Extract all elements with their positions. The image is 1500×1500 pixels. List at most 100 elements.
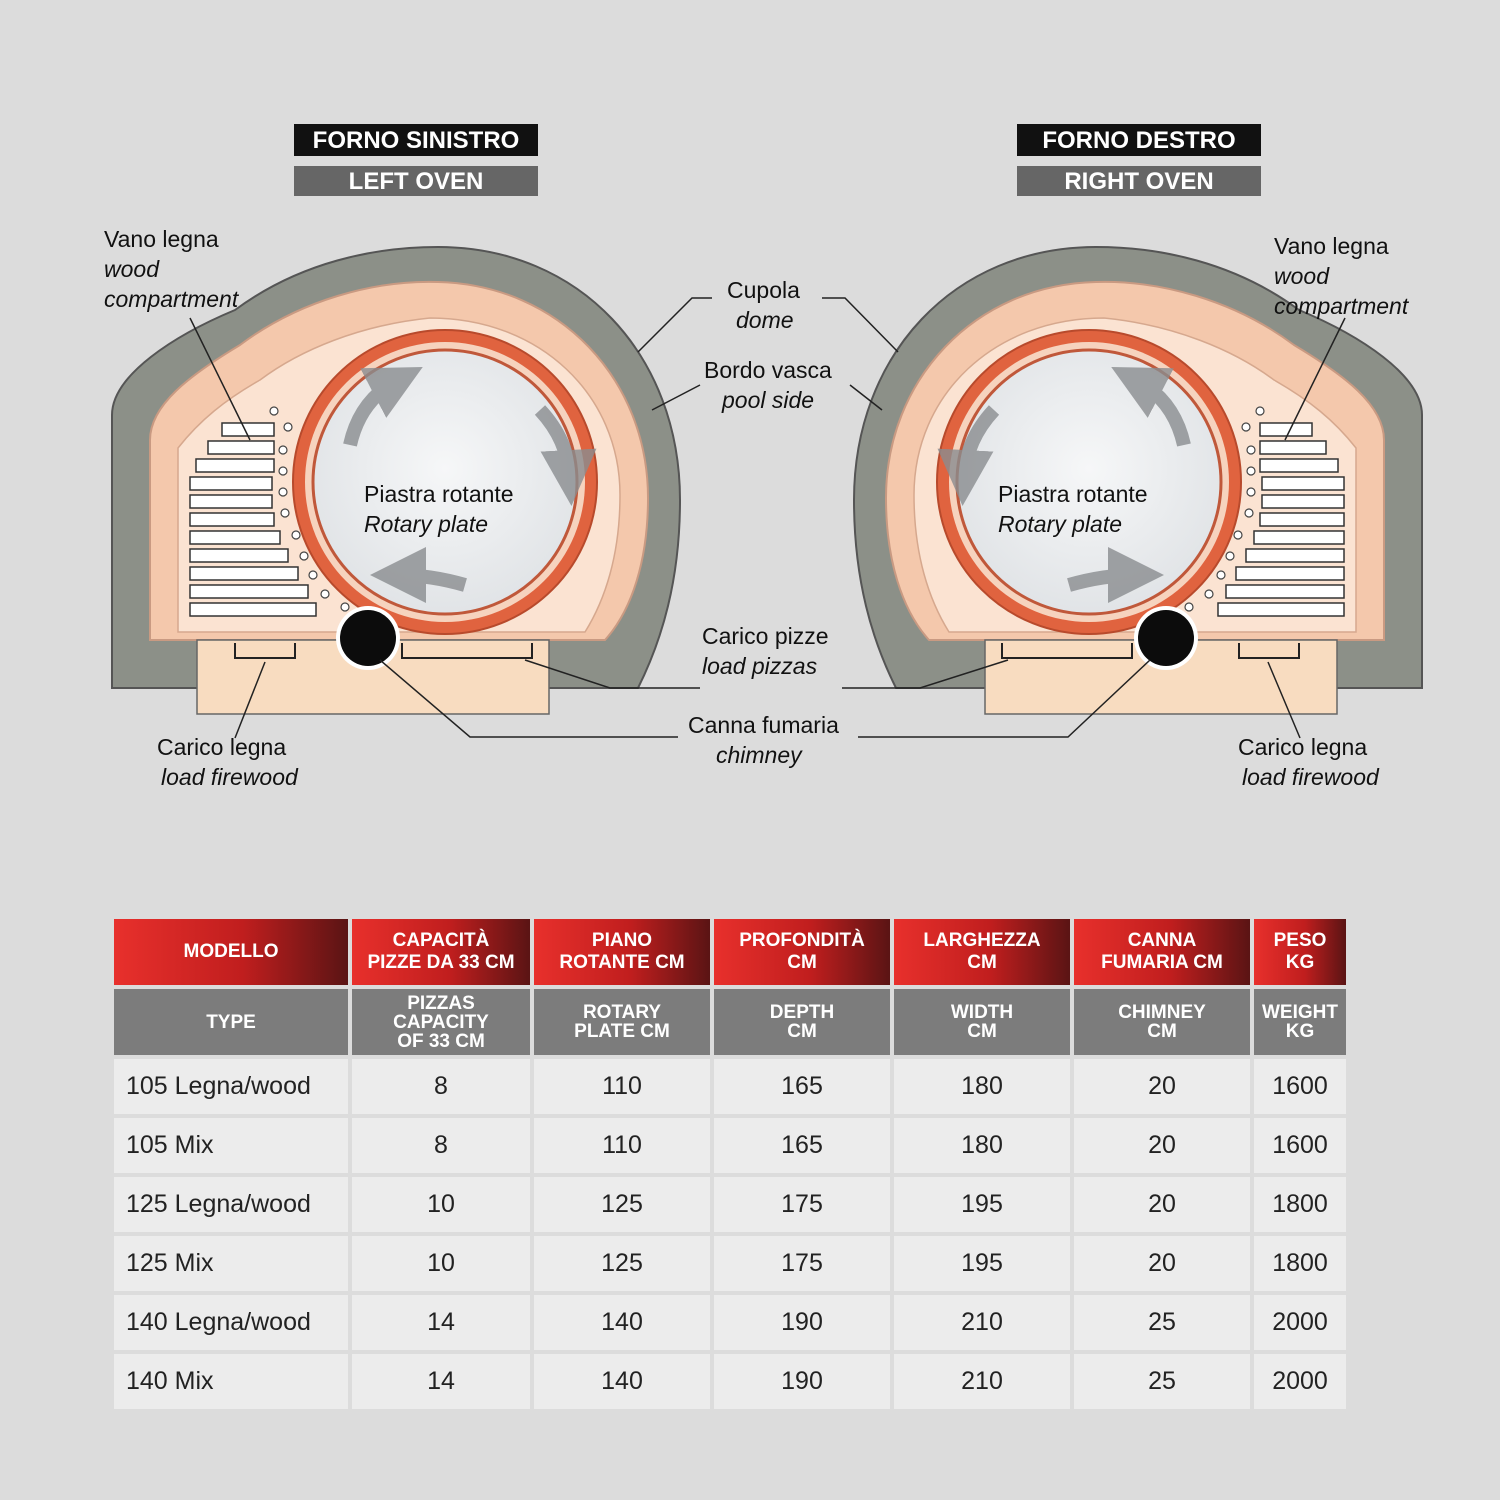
en-header-cell: CHIMNEY CM <box>1074 989 1250 1055</box>
left-oven-title-en: LEFT OVEN <box>294 166 538 196</box>
leader-lines <box>189 297 1346 739</box>
header-line: PROFONDITÀ <box>739 930 865 951</box>
table-cell: 110 <box>534 1059 710 1114</box>
label-text-en: dome <box>736 307 794 333</box>
header-line: PIZZE DA 33 CM <box>367 952 515 973</box>
label-text: Carico legna <box>157 734 287 760</box>
label-wood-compartment-right: Vano legna wood compartment <box>1274 231 1408 321</box>
it-header-cell: PROFONDITÀ CM <box>714 919 890 985</box>
it-header-cell: CAPACITÀ PIZZE DA 33 CM <box>352 919 530 985</box>
en-header-cell: DEPTH CM <box>714 989 890 1055</box>
label-text-en: compartment <box>1274 293 1409 319</box>
table-cell: 1600 <box>1254 1118 1346 1173</box>
it-header-cell: PIANO ROTANTE CM <box>534 919 710 985</box>
header-line: CANNA <box>1127 930 1197 951</box>
label-text: Vano legna <box>1274 233 1389 259</box>
table-cell: 175 <box>714 1236 890 1291</box>
en-header-cell: PIZZAS CAPACITY OF 33 CM <box>352 989 530 1055</box>
header-line: CM <box>1147 1021 1177 1042</box>
table-cell: 10 <box>352 1177 530 1232</box>
oven-diagram: FORNO SINISTRO LEFT OVEN FORNO DESTRO RI… <box>0 0 1500 792</box>
header-line: PLATE CM <box>574 1021 670 1042</box>
table-cell: 195 <box>894 1177 1070 1232</box>
model-cell: 125 Mix <box>114 1236 348 1291</box>
label-text: Piastra rotante <box>998 481 1148 507</box>
spec-table: MODELLO CAPACITÀ PIZZE DA 33 CM PIANO ROTANT… <box>110 915 1350 1413</box>
en-header-cell: ROTARY PLATE CM <box>534 989 710 1055</box>
table-header-english: TYPE PIZZAS CAPACITY OF 33 CM ROTARY PLATE CM… <box>114 989 1346 1055</box>
table-cell: 2000 <box>1254 1354 1346 1409</box>
model-cell: 140 Mix <box>114 1354 348 1409</box>
table-cell: 2000 <box>1254 1295 1346 1350</box>
table-cell: 20 <box>1074 1236 1250 1291</box>
table-cell: 20 <box>1074 1177 1250 1232</box>
label-rotary-plate-right: Piastra rotante Rotary plate <box>998 479 1148 539</box>
header-line: WEIGHT <box>1262 1002 1338 1023</box>
en-header-cell: TYPE <box>114 989 348 1055</box>
table-cell: 10 <box>352 1236 530 1291</box>
header-line: PIZZAS <box>407 992 475 1014</box>
table-cell: 165 <box>714 1059 890 1114</box>
table-cell: 8 <box>352 1118 530 1173</box>
label-text-en: Rotary plate <box>998 511 1123 537</box>
label-pool-side: Bordo vasca pool side <box>704 355 832 415</box>
table-cell: 14 <box>352 1295 530 1350</box>
label-text: Piastra rotante <box>364 481 514 507</box>
oven-diagram-svg <box>0 0 1500 739</box>
table-cell: 14 <box>352 1354 530 1409</box>
table-cell: 20 <box>1074 1118 1250 1173</box>
header-line: DEPTH <box>769 1002 835 1023</box>
header-line: PIANO <box>591 930 653 951</box>
header-line: CM <box>787 1021 817 1042</box>
model-cell: 105 Legna/wood <box>114 1059 348 1114</box>
header-line: FUMARIA CM <box>1101 952 1223 973</box>
table-cell: 25 <box>1074 1295 1250 1350</box>
label-rotary-plate-left: Piastra rotante Rotary plate <box>364 479 514 539</box>
model-cell: 125 Legna/wood <box>114 1177 348 1232</box>
it-header-cell: LARGHEZZA CM <box>894 919 1070 985</box>
table-cell: 110 <box>534 1118 710 1173</box>
right-oven-title: FORNO DESTRO RIGHT OVEN <box>1017 124 1261 196</box>
label-load-firewood-right: Carico legna load firewood <box>1238 732 1379 792</box>
it-header-cell: MODELLO <box>114 919 348 985</box>
en-header-cell: WEIGHT KG <box>1254 989 1346 1055</box>
label-text-en: load firewood <box>161 764 298 790</box>
table-cell: 25 <box>1074 1354 1250 1409</box>
label-text-en: wood <box>1274 263 1329 289</box>
table-cell: 195 <box>894 1236 1070 1291</box>
label-load-firewood-left: Carico legna load firewood <box>157 732 298 792</box>
table-cell: 210 <box>894 1295 1070 1350</box>
label-text: Canna fumaria <box>688 712 839 738</box>
table-cell: 20 <box>1074 1059 1250 1114</box>
table-cell: 165 <box>714 1118 890 1173</box>
header-line: CM <box>967 952 997 973</box>
header-line: TYPE <box>206 1011 256 1033</box>
table-cell: 1600 <box>1254 1059 1346 1114</box>
table-cell: 125 <box>534 1177 710 1232</box>
header-line: CHIMNEY <box>1118 1002 1206 1023</box>
en-header-cell: WIDTH CM <box>894 989 1070 1055</box>
header-line: OF 33 CM <box>397 1030 485 1052</box>
header-line: KG <box>1285 1021 1315 1042</box>
table-cell: 140 <box>534 1295 710 1350</box>
label-text-en: Rotary plate <box>364 511 489 537</box>
right-oven-title-en: RIGHT OVEN <box>1017 166 1261 196</box>
table-cell: 140 <box>534 1354 710 1409</box>
label-text: Carico pizze <box>702 623 829 649</box>
label-text: Bordo vasca <box>704 357 832 383</box>
label-chimney: Canna fumaria chimney <box>688 710 839 770</box>
table-row: 140 Mix 14 140 190 210 25 2000 <box>114 1354 1346 1409</box>
label-text: Vano legna <box>104 226 219 252</box>
left-oven-title: FORNO SINISTRO LEFT OVEN <box>294 124 538 196</box>
table-row: 125 Legna/wood 10 125 175 195 20 1800 <box>114 1177 1346 1232</box>
left-oven-title-it: FORNO SINISTRO <box>294 124 538 156</box>
header-line: CAPACITÀ <box>392 930 490 951</box>
header-line: KG <box>1285 952 1315 973</box>
it-header-cell: PESO KG <box>1254 919 1346 985</box>
label-text-en: wood <box>104 256 159 282</box>
label-text-en: chimney <box>716 742 802 768</box>
table-cell: 180 <box>894 1118 1070 1173</box>
table-cell: 190 <box>714 1354 890 1409</box>
header-line: WIDTH <box>950 1002 1014 1023</box>
right-oven-title-it: FORNO DESTRO <box>1017 124 1261 156</box>
